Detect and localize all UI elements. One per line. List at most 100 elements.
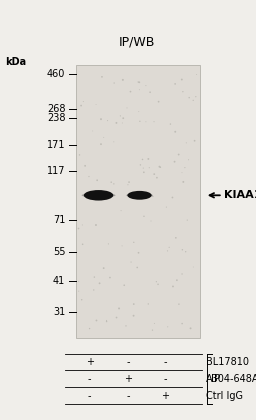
Point [77,225,81,232]
Point [77,152,81,158]
Point [81,241,85,248]
Ellipse shape [127,191,152,200]
Point [104,317,109,324]
Text: -: - [126,391,130,401]
Point [188,325,193,332]
Point [184,248,188,255]
Point [166,323,170,330]
Point [168,121,173,127]
Text: BL17810: BL17810 [206,357,249,367]
Point [180,76,184,83]
Point [167,244,171,251]
Point [146,155,150,162]
Point [180,270,184,277]
Point [138,162,143,168]
Point [186,156,190,163]
Point [177,301,181,307]
Point [173,158,177,165]
Point [177,151,181,158]
Point [79,102,83,109]
Point [154,278,158,285]
Point [129,259,133,265]
Point [120,242,124,249]
Point [99,141,103,147]
Point [132,301,136,307]
Point [91,128,95,134]
Text: 31: 31 [53,307,65,317]
Text: A304-648A: A304-648A [206,374,256,384]
Point [92,286,96,293]
Point [102,134,106,141]
Point [152,320,156,327]
Point [181,88,185,95]
Text: 171: 171 [47,140,65,150]
Point [112,181,116,187]
Point [103,195,107,202]
Point [104,318,109,325]
Point [114,314,119,321]
Point [108,274,112,281]
Point [124,323,128,329]
Point [137,79,141,86]
Text: -: - [163,374,167,384]
Point [137,87,141,93]
Point [125,105,129,111]
Point [122,282,126,289]
Ellipse shape [84,190,113,200]
Point [191,264,195,270]
Text: 268: 268 [47,104,65,114]
Text: -: - [88,374,91,384]
Text: IP: IP [211,374,220,384]
Point [193,137,197,144]
Point [102,265,106,271]
Point [127,179,131,186]
Point [98,280,102,287]
Point [151,193,155,200]
Text: 460: 460 [47,69,65,79]
Ellipse shape [126,193,153,197]
Point [88,325,92,332]
Text: kDa: kDa [5,57,26,67]
Text: +: + [161,391,169,401]
Point [94,317,99,324]
Text: +: + [124,374,132,384]
Point [175,277,179,284]
Point [106,241,111,247]
Point [174,234,178,241]
Point [152,171,156,178]
Point [121,76,125,83]
Point [100,74,104,80]
Point [149,218,153,224]
Point [141,156,145,163]
Text: 41: 41 [53,276,65,286]
Bar [76,65,200,338]
Point [152,118,156,125]
Point [155,174,159,181]
Text: -: - [163,357,167,367]
Point [94,101,98,108]
Point [126,181,130,188]
Point [151,327,155,333]
Point [173,129,177,135]
Point [129,88,133,95]
Point [92,274,97,281]
Point [181,178,185,185]
Point [135,264,139,271]
Point [120,120,124,126]
Text: 238: 238 [47,113,65,123]
Point [83,163,87,169]
Point [180,247,184,253]
Point [80,297,84,303]
Point [180,169,184,176]
Text: Ctrl IgG: Ctrl IgG [206,391,243,401]
Point [118,113,122,119]
Point [144,82,148,89]
Point [93,188,98,195]
Text: -: - [88,391,91,401]
Point [94,222,98,228]
Point [81,98,85,105]
Point [137,108,141,115]
Point [164,204,168,210]
Point [165,247,169,254]
Point [112,139,116,145]
